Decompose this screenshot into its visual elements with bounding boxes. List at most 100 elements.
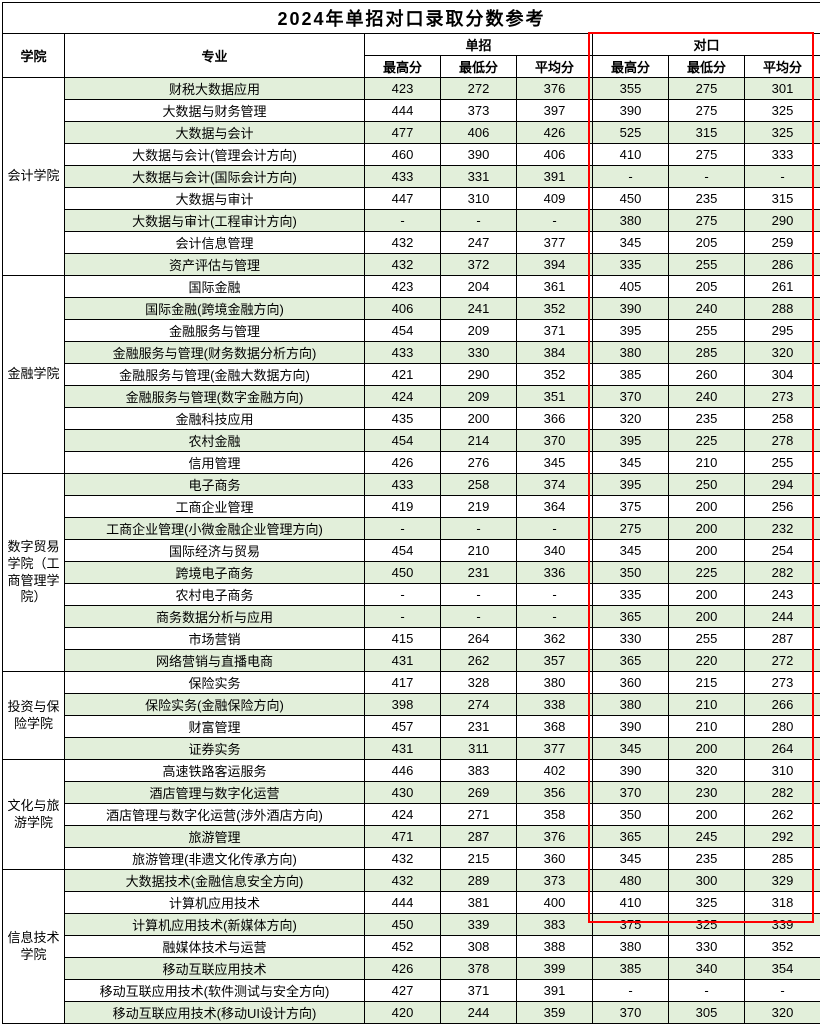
dk-value: - [669, 166, 745, 188]
dk-value: 355 [593, 78, 669, 100]
dk-value: 280 [745, 716, 820, 738]
table-row: 投资与保险学院保险实务417328380360215273 [3, 672, 820, 694]
dk-value: 480 [593, 870, 669, 892]
dk-value: 275 [669, 78, 745, 100]
dk-value: 325 [745, 122, 820, 144]
dz-value: 364 [517, 496, 593, 518]
dk-value: 300 [669, 870, 745, 892]
college-cell: 金融学院 [3, 276, 65, 474]
dz-value: 398 [365, 694, 441, 716]
dz-value: 310 [441, 188, 517, 210]
dk-value: 259 [745, 232, 820, 254]
header-dk-max: 最高分 [593, 56, 669, 78]
dz-value: - [365, 584, 441, 606]
dz-value: 338 [517, 694, 593, 716]
dk-value: 450 [593, 188, 669, 210]
dk-value: 225 [669, 562, 745, 584]
dk-value: 365 [593, 606, 669, 628]
dk-value: 261 [745, 276, 820, 298]
dz-value: 357 [517, 650, 593, 672]
dz-value: 406 [365, 298, 441, 320]
dk-value: 329 [745, 870, 820, 892]
dk-value: 287 [745, 628, 820, 650]
dk-value: 200 [669, 738, 745, 760]
dz-value: 371 [441, 980, 517, 1002]
major-cell: 保险实务 [65, 672, 365, 694]
major-cell: 高速铁路客运服务 [65, 760, 365, 782]
dz-value: 378 [441, 958, 517, 980]
major-cell: 保险实务(金融保险方向) [65, 694, 365, 716]
table-row: 商务数据分析与应用---365200244 [3, 606, 820, 628]
dz-value: 391 [517, 980, 593, 1002]
dk-value: 200 [669, 606, 745, 628]
dz-value: 477 [365, 122, 441, 144]
dk-value: 405 [593, 276, 669, 298]
dk-value: - [593, 980, 669, 1002]
dz-value: 431 [365, 650, 441, 672]
dk-value: 292 [745, 826, 820, 848]
header-major: 专业 [65, 34, 365, 78]
dz-value: 454 [365, 430, 441, 452]
table-row: 移动互联应用技术(移动UI设计方向)420244359370305320 [3, 1002, 820, 1024]
major-cell: 资产评估与管理 [65, 254, 365, 276]
dk-value: 330 [593, 628, 669, 650]
dk-value: - [593, 166, 669, 188]
dk-value: 220 [669, 650, 745, 672]
dk-value: 258 [745, 408, 820, 430]
dz-value: 276 [441, 452, 517, 474]
dz-value: 362 [517, 628, 593, 650]
dk-value: 200 [669, 540, 745, 562]
dz-value: 328 [441, 672, 517, 694]
dk-value: 315 [745, 188, 820, 210]
table-row: 大数据与财务管理444373397390275325 [3, 100, 820, 122]
page-title: 2024年单招对口录取分数参考 [3, 3, 820, 34]
dk-value: 200 [669, 518, 745, 540]
dz-value: 419 [365, 496, 441, 518]
dk-value: 275 [669, 100, 745, 122]
dk-value: 370 [593, 386, 669, 408]
dz-value: 406 [517, 144, 593, 166]
dz-value: 423 [365, 78, 441, 100]
table-row: 保险实务(金融保险方向)398274338380210266 [3, 694, 820, 716]
dk-value: - [669, 980, 745, 1002]
dk-value: 305 [669, 1002, 745, 1024]
dz-value: 380 [517, 672, 593, 694]
header-dz-avg: 平均分 [517, 56, 593, 78]
dk-value: 320 [669, 760, 745, 782]
dz-value: 397 [517, 100, 593, 122]
dk-value: 235 [669, 848, 745, 870]
table-row: 数字贸易学院（工商管理学院）电子商务433258374395250294 [3, 474, 820, 496]
header-danzhao: 单招 [365, 34, 593, 56]
dk-value: 360 [593, 672, 669, 694]
table-row: 信息技术学院大数据技术(金融信息安全方向)432289373480300329 [3, 870, 820, 892]
dz-value: 447 [365, 188, 441, 210]
dz-value: 452 [365, 936, 441, 958]
dk-value: 262 [745, 804, 820, 826]
table-row: 计算机应用技术(新媒体方向)450339383375325339 [3, 914, 820, 936]
dz-value: 352 [517, 364, 593, 386]
dz-value: 231 [441, 716, 517, 738]
dk-value: 273 [745, 672, 820, 694]
dk-value: 325 [745, 100, 820, 122]
dk-value: 345 [593, 738, 669, 760]
dz-value: 426 [517, 122, 593, 144]
header-dz-min: 最低分 [441, 56, 517, 78]
college-cell: 投资与保险学院 [3, 672, 65, 760]
dz-value: 430 [365, 782, 441, 804]
dz-value: 360 [517, 848, 593, 870]
dz-value: 345 [517, 452, 593, 474]
major-cell: 融媒体技术与运营 [65, 936, 365, 958]
table-row: 旅游管理(非遗文化传承方向)432215360345235285 [3, 848, 820, 870]
dk-value: - [745, 980, 820, 1002]
dz-value: 383 [441, 760, 517, 782]
dz-value: 454 [365, 320, 441, 342]
dz-value: 287 [441, 826, 517, 848]
table-row: 融媒体技术与运营452308388380330352 [3, 936, 820, 958]
dz-value: - [441, 210, 517, 232]
dz-value: 204 [441, 276, 517, 298]
table-row: 会计学院财税大数据应用423272376355275301 [3, 78, 820, 100]
major-cell: 金融服务与管理(金融大数据方向) [65, 364, 365, 386]
dk-value: 278 [745, 430, 820, 452]
major-cell: 大数据与审计 [65, 188, 365, 210]
dk-value: 335 [593, 584, 669, 606]
